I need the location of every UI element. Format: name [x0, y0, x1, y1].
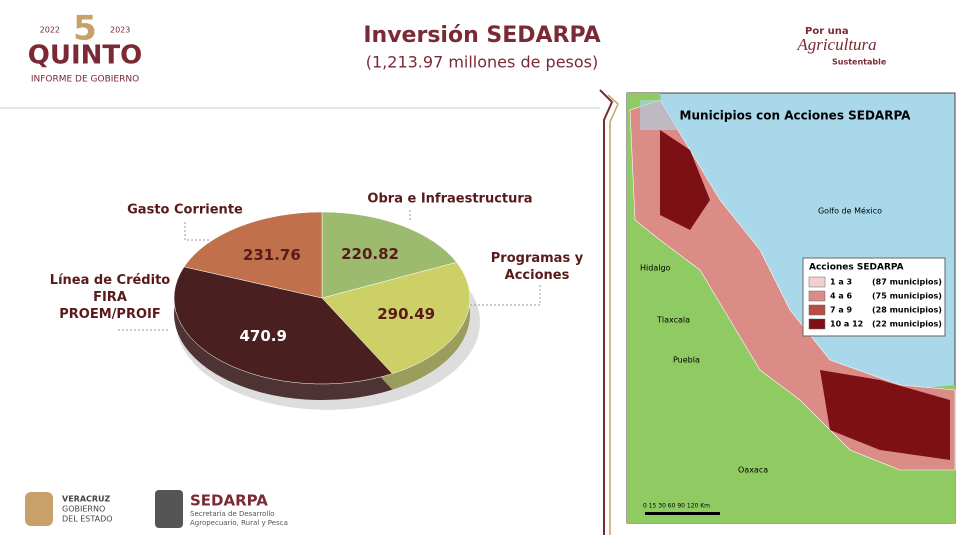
map: Municipios con Acciones SEDARPA Golfo de … — [626, 92, 956, 524]
pie-chart: 220.82 290.49 470.9 231.76 Obra e Infraestru… — [50, 192, 584, 410]
map-label: Puebla — [673, 356, 700, 365]
legend-swatch — [808, 318, 826, 330]
legend-count: (75 municipios) — [872, 292, 942, 301]
category-label: Programas y Acciones — [491, 251, 584, 283]
map-label: Hidalgo — [640, 264, 671, 273]
subtitle: (1,213.97 millones de pesos) — [366, 53, 598, 72]
logo-caption: INFORME DE GOBIERNO — [31, 75, 139, 85]
map-title: Municipios con Acciones SEDARPA — [680, 109, 912, 123]
pie-slice — [173, 266, 393, 385]
state-name: GOBIERNO — [62, 505, 105, 514]
state-name: VERACRUZ — [62, 495, 111, 504]
scale-label: 0 15 30 60 90 120 Km — [643, 503, 710, 510]
veracruz-high — [660, 130, 950, 460]
partner-text: Por una — [805, 26, 849, 37]
data-label: 231.76 — [243, 246, 301, 264]
legend-count: (87 municipios) — [872, 278, 942, 287]
partner-text: Sustentable — [832, 58, 887, 67]
data-label: 290.49 — [377, 305, 435, 323]
divider — [599, 89, 614, 535]
leader-line — [184, 222, 210, 241]
logo-year: 2022 — [40, 26, 60, 35]
partner-text: Agricultura — [796, 35, 876, 54]
legend-range: 7 a 9 — [830, 306, 853, 315]
category-label: Gasto Corriente — [127, 203, 243, 218]
map-title-bg — [640, 100, 950, 130]
legend-count: (28 municipios) — [872, 306, 942, 315]
category-label: Línea de Crédito FIRA PROEM/PROIF — [50, 273, 171, 322]
pie-slice — [183, 211, 323, 299]
leader-line — [470, 285, 541, 306]
logo-name: QUINTO — [28, 41, 143, 71]
veracruz — [629, 99, 956, 471]
data-label: 220.82 — [341, 245, 399, 263]
legend-range: 10 a 12 — [830, 320, 863, 329]
pie-slice — [321, 262, 471, 374]
category-label: Obra e Infraestructura — [367, 192, 532, 207]
legend-count: (22 municipios) — [872, 320, 942, 329]
legend-swatch — [808, 290, 826, 302]
map-label: Tlaxcala — [656, 316, 690, 325]
agency-line: Agropecuario, Rural y Pesca — [190, 519, 288, 527]
legend-range: 4 a 6 — [830, 292, 853, 301]
map-legend — [802, 257, 946, 337]
agency-line: Secretaría de Desarrollo — [190, 510, 275, 518]
state-name: DEL ESTADO — [62, 515, 113, 524]
data-label: 470.9 — [239, 327, 286, 345]
state-shield — [25, 492, 53, 526]
legend-swatch — [808, 276, 826, 288]
legend-range: 1 a 3 — [830, 278, 852, 287]
logo-year: 2023 — [110, 26, 130, 35]
legend-title: Acciones SEDARPA — [809, 263, 904, 273]
scale-bar — [645, 512, 720, 515]
map-label: Golfo de México — [818, 206, 882, 216]
map-label: Oaxaca — [738, 466, 768, 475]
agency-name: SEDARPA — [190, 492, 268, 510]
logo-numeral: 5 — [73, 9, 97, 49]
agency-shield — [155, 490, 183, 528]
title: Inversión SEDARPA — [363, 23, 600, 48]
divider-gold — [607, 94, 619, 535]
legend-swatch — [808, 304, 826, 316]
pie-slice — [321, 211, 458, 299]
